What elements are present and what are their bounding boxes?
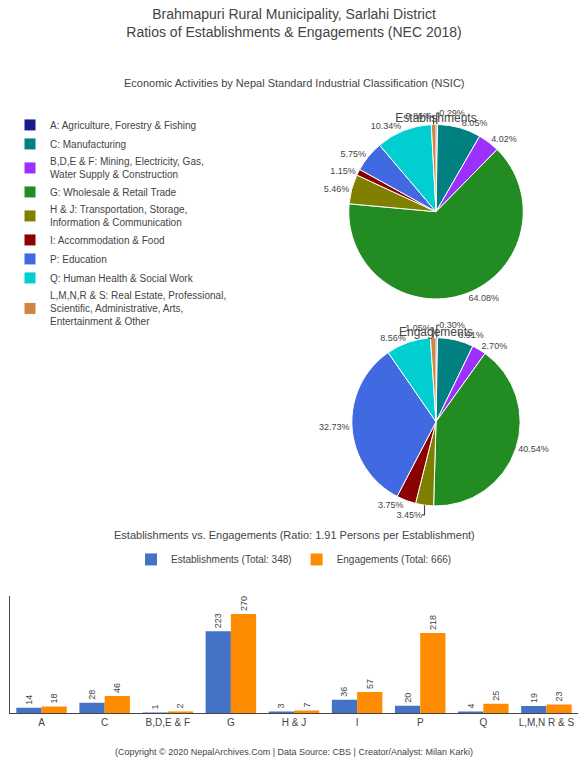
svg-text:H & J: H & J [282, 717, 306, 728]
svg-text:5.46%: 5.46% [324, 184, 350, 194]
svg-text:14: 14 [24, 695, 34, 705]
svg-text:H & J: Transportation, Storage: H & J: Transportation, Storage,Informati… [50, 204, 187, 228]
svg-text:B,D,E & F: B,D,E & F [146, 717, 190, 728]
svg-text:G: Wholesale & Retail Trade: G: Wholesale & Retail Trade [50, 187, 177, 198]
svg-text:L,M,N,R & S: Real Estate, Prof: L,M,N,R & S: Real Estate, Professional,S… [50, 290, 226, 327]
svg-text:A: A [38, 717, 45, 728]
svg-text:P: P [417, 717, 424, 728]
svg-text:4: 4 [466, 704, 476, 709]
svg-text:Q: Human Health & Social Work: Q: Human Health & Social Work [50, 273, 194, 284]
svg-text:5.75%: 5.75% [340, 149, 366, 159]
svg-text:I: Accommodation & Food: I: Accommodation & Food [50, 235, 165, 246]
svg-text:Engagements (Total: 666): Engagements (Total: 666) [337, 554, 452, 565]
svg-text:7: 7 [302, 702, 312, 707]
svg-text:P: Education: P: Education [50, 254, 107, 265]
svg-text:C: C [101, 717, 108, 728]
svg-text:6.91%: 6.91% [458, 330, 484, 340]
svg-text:G: G [227, 717, 235, 728]
svg-text:Engagements: Engagements [399, 325, 473, 339]
svg-text:36: 36 [339, 687, 349, 697]
svg-text:0.30%: 0.30% [439, 320, 465, 330]
svg-text:32.73%: 32.73% [319, 422, 350, 432]
svg-text:64.08%: 64.08% [469, 293, 500, 303]
svg-text:1: 1 [150, 705, 160, 710]
svg-text:Establishments: Establishments [395, 111, 476, 125]
svg-text:Establishments (Total: 348): Establishments (Total: 348) [171, 554, 292, 565]
svg-text:19: 19 [529, 693, 539, 703]
svg-text:8.05%: 8.05% [462, 118, 488, 128]
svg-text:28: 28 [87, 690, 97, 700]
svg-text:223: 223 [213, 613, 223, 628]
svg-text:46: 46 [112, 683, 122, 693]
svg-text:Establishments vs. Engagements: Establishments vs. Engagements (Ratio: 1… [114, 529, 475, 541]
svg-text:B,D,E & F: Mining, Electricity: B,D,E & F: Mining, Electricity, Gas,Wate… [50, 156, 204, 180]
svg-text:25: 25 [491, 691, 501, 701]
svg-text:57: 57 [365, 679, 375, 689]
svg-text:I: I [356, 717, 359, 728]
svg-text:40.54%: 40.54% [518, 444, 549, 454]
svg-text:3: 3 [276, 704, 286, 709]
svg-text:2: 2 [175, 704, 185, 709]
svg-text:20: 20 [403, 693, 413, 703]
svg-text:0.86%: 0.86% [406, 111, 432, 121]
svg-text:4.02%: 4.02% [491, 134, 517, 144]
svg-text:L,M,N R & S: L,M,N R & S [519, 717, 575, 728]
svg-text:Q: Q [479, 717, 487, 728]
svg-text:1.15%: 1.15% [330, 166, 356, 176]
svg-text:23: 23 [554, 692, 564, 702]
svg-text:3.45%: 3.45% [396, 510, 422, 520]
svg-text:270: 270 [239, 596, 249, 611]
svg-text:Economic Activities by Nepal S: Economic Activities by Nepal Standard In… [124, 77, 465, 89]
svg-text:2.70%: 2.70% [482, 341, 508, 351]
svg-text:(Copyright © 2020 NepalArchive: (Copyright © 2020 NepalArchives.Com | Da… [115, 747, 473, 757]
svg-text:3.75%: 3.75% [378, 500, 404, 510]
svg-text:218: 218 [428, 615, 438, 630]
svg-text:8.56%: 8.56% [380, 333, 406, 343]
svg-text:C: Manufacturing: C: Manufacturing [50, 139, 126, 150]
svg-text:0.29%: 0.29% [439, 108, 465, 118]
svg-text:18: 18 [49, 693, 59, 703]
svg-text:A: Agriculture, Forestry & Fis: A: Agriculture, Forestry & Fishing [50, 120, 196, 131]
svg-text:10.34%: 10.34% [371, 121, 402, 131]
svg-text:Brahmapuri Rural Municipality,: Brahmapuri Rural Municipality, Sarlahi D… [126, 6, 461, 40]
svg-text:1.05%: 1.05% [405, 323, 431, 333]
